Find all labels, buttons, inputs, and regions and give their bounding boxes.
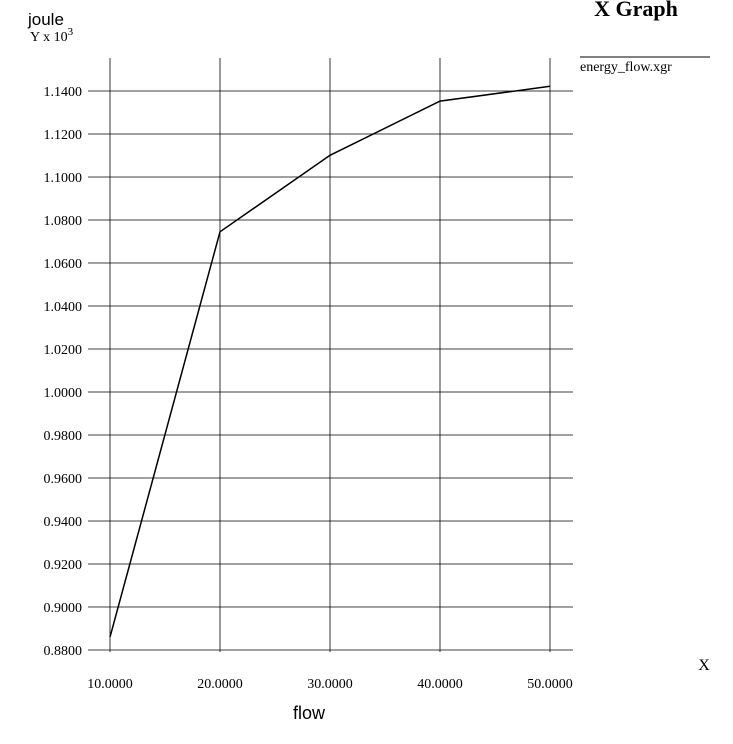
y-tick-labels: 0.8800 0.9000 0.9200 0.9400 0.9600 0.9800 1.00… xyxy=(44,85,83,659)
y-tick-label: 1.1000 xyxy=(44,171,83,186)
legend-entry: energy_flow.xgr xyxy=(580,60,672,75)
x-axis-label: flow xyxy=(293,703,326,723)
x-tick-label: 50.0000 xyxy=(527,677,573,692)
y-tick-label: 0.9800 xyxy=(44,429,83,444)
y-tick-label: 0.8800 xyxy=(44,644,83,659)
y-tick-label: 0.9400 xyxy=(44,515,83,530)
x-axis-unit-label: X xyxy=(698,657,710,674)
y-tick-label: 1.1200 xyxy=(44,128,83,143)
y-tick-label: 0.9200 xyxy=(44,558,83,573)
x-tick-label: 10.0000 xyxy=(87,677,133,692)
chart-title: X Graph xyxy=(594,0,678,21)
x-tick-label: 20.0000 xyxy=(197,677,243,692)
x-tick-label: 40.0000 xyxy=(417,677,463,692)
y-axis-multiplier-base: Y x 10 xyxy=(30,30,68,45)
grid xyxy=(88,58,573,652)
y-axis-multiplier-exponent: 3 xyxy=(68,26,74,38)
y-tick-label: 1.1400 xyxy=(44,85,83,100)
y-tick-label: 1.0000 xyxy=(44,386,83,401)
y-tick-label: 0.9000 xyxy=(44,601,83,616)
y-tick-label: 1.0200 xyxy=(44,343,83,358)
y-tick-label: 1.0800 xyxy=(44,214,83,229)
series-group xyxy=(109,85,551,638)
y-axis-label: joule xyxy=(27,10,64,29)
y-tick-label: 1.0400 xyxy=(44,300,83,315)
series-line xyxy=(109,85,551,638)
y-tick-label: 0.9600 xyxy=(44,472,83,487)
y-axis-multiplier: Y x 103 xyxy=(30,26,74,45)
x-tick-labels: 10.0000 20.0000 30.0000 40.0000 50.0000 xyxy=(87,677,573,692)
y-tick-label: 1.0600 xyxy=(44,257,83,272)
x-tick-label: 30.0000 xyxy=(307,677,353,692)
